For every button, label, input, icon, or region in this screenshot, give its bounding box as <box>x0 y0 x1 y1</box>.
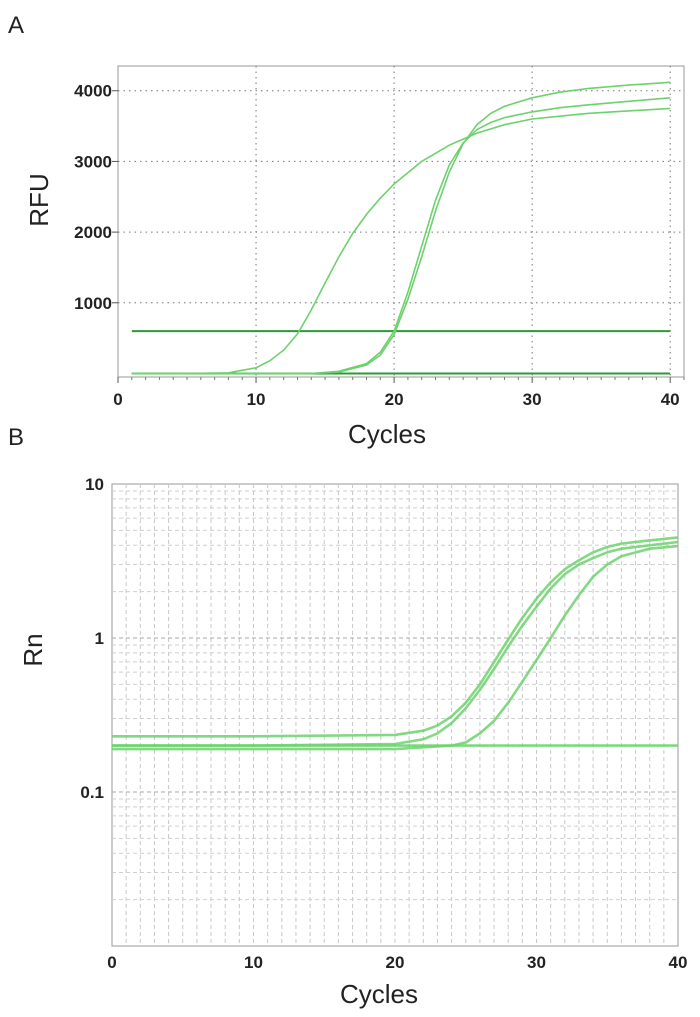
y-tick-label: 3000 <box>74 152 112 171</box>
chart-a: 0 10 20 30 40 1000 2000 3000 4000 Cycles RFU <box>24 65 685 449</box>
chart-a-x-axis-title: Cycles <box>348 419 426 449</box>
amplification-curve <box>112 540 679 747</box>
chart-b: 0 10 20 30 40 0.1 1 10 Cycles Rn <box>18 475 687 1009</box>
y-tick-label: 10 <box>85 475 104 494</box>
chart-a-ticks <box>112 90 685 383</box>
amplification-curve <box>131 107 671 375</box>
chart-b-y-axis-title: Rn <box>18 633 48 666</box>
x-tick-label: 10 <box>244 953 263 972</box>
chart-a-grid <box>118 66 684 377</box>
chart-b-x-axis-title: Cycles <box>340 979 418 1009</box>
y-tick-label: 1000 <box>74 294 112 313</box>
chart-b-grid <box>112 484 678 946</box>
x-tick-label: 10 <box>247 390 266 409</box>
x-tick-label: 0 <box>113 390 122 409</box>
chart-b-tick-labels: 0 10 20 30 40 0.1 1 10 <box>80 475 687 972</box>
chart-b-series <box>112 536 679 751</box>
y-tick-label: 1 <box>95 629 104 648</box>
y-tick-label: 2000 <box>74 223 112 242</box>
x-tick-label: 30 <box>527 953 546 972</box>
chart-a-series <box>131 81 671 375</box>
x-tick-label: 0 <box>107 953 116 972</box>
amplification-curve <box>131 97 671 375</box>
panel-label-b: B <box>8 424 25 451</box>
panel-label-a: A <box>8 12 25 39</box>
chart-a-y-axis-title: RFU <box>24 173 54 226</box>
x-tick-label: 20 <box>385 390 404 409</box>
x-tick-label: 40 <box>669 953 688 972</box>
x-tick-label: 20 <box>386 953 405 972</box>
amplification-curve <box>131 81 671 375</box>
y-tick-label: 4000 <box>74 82 112 101</box>
chart-a-tick-labels: 0 10 20 30 40 1000 2000 3000 4000 <box>74 82 679 409</box>
x-tick-label: 30 <box>523 390 542 409</box>
chart-a-plot-area <box>117 65 685 378</box>
amplification-curve <box>112 536 679 738</box>
y-tick-label: 0.1 <box>80 783 104 802</box>
x-tick-label: 40 <box>661 390 680 409</box>
